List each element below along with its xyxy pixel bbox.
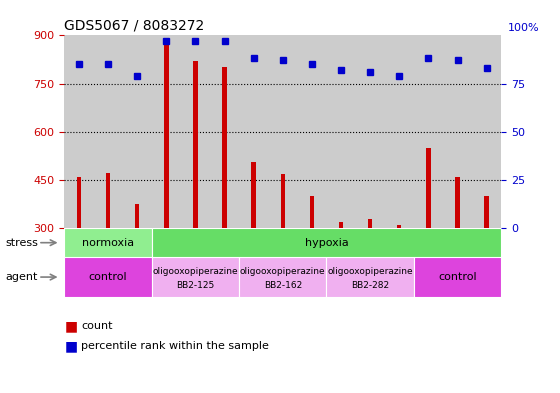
Bar — [251, 162, 256, 228]
Bar — [310, 196, 314, 228]
Bar — [239, 228, 268, 257]
Text: BB2-162: BB2-162 — [264, 281, 302, 290]
Text: control: control — [89, 272, 127, 282]
Text: 100%: 100% — [508, 22, 540, 33]
Bar — [484, 196, 489, 228]
Bar — [281, 174, 285, 228]
Bar — [64, 228, 152, 257]
Bar — [239, 257, 326, 297]
Text: GSM1169217: GSM1169217 — [278, 229, 287, 290]
Bar — [123, 35, 152, 228]
Text: GDS5067 / 8083272: GDS5067 / 8083272 — [64, 19, 204, 33]
Bar — [152, 35, 181, 228]
Bar — [268, 228, 297, 257]
Bar — [426, 148, 431, 228]
Text: ■: ■ — [64, 319, 77, 333]
Text: GSM1169207: GSM1169207 — [74, 229, 83, 290]
Bar — [297, 35, 326, 228]
Text: GSM1169220: GSM1169220 — [366, 229, 375, 289]
Bar — [356, 35, 385, 228]
Text: oligooxopiperazine: oligooxopiperazine — [153, 267, 238, 275]
Text: agent: agent — [6, 272, 38, 282]
Bar — [397, 225, 402, 228]
Text: ■: ■ — [64, 339, 77, 353]
Bar — [135, 204, 139, 228]
Bar — [414, 257, 501, 297]
Bar — [297, 228, 326, 257]
Bar — [164, 42, 169, 228]
Text: oligooxopiperazine: oligooxopiperazine — [240, 267, 325, 275]
Text: GSM1169221: GSM1169221 — [395, 229, 404, 289]
Text: GSM1169216: GSM1169216 — [249, 229, 258, 290]
Bar — [77, 176, 81, 228]
Text: stress: stress — [6, 238, 39, 248]
Text: BB2-282: BB2-282 — [351, 281, 389, 290]
Text: hypoxia: hypoxia — [305, 238, 348, 248]
Bar — [152, 228, 181, 257]
Text: percentile rank within the sample: percentile rank within the sample — [81, 341, 269, 351]
Text: GSM1169208: GSM1169208 — [104, 229, 113, 290]
Bar — [64, 35, 94, 228]
Bar — [385, 35, 414, 228]
Text: normoxia: normoxia — [82, 238, 134, 248]
Bar — [106, 173, 110, 228]
Text: GSM1169210: GSM1169210 — [424, 229, 433, 290]
Bar — [326, 35, 356, 228]
Bar — [268, 35, 297, 228]
Bar — [455, 177, 460, 228]
Text: GSM1169214: GSM1169214 — [191, 229, 200, 289]
Bar — [210, 35, 239, 228]
Text: GSM1169209: GSM1169209 — [133, 229, 142, 290]
Text: GSM1169218: GSM1169218 — [307, 229, 316, 290]
Bar — [472, 228, 501, 257]
Bar — [64, 228, 94, 257]
Bar — [326, 257, 414, 297]
Text: GSM1169212: GSM1169212 — [482, 229, 491, 289]
Bar — [152, 257, 239, 297]
Text: oligooxopiperazine: oligooxopiperazine — [328, 267, 413, 275]
Bar — [222, 68, 227, 228]
Bar — [414, 35, 443, 228]
Text: control: control — [438, 272, 477, 282]
Bar — [152, 228, 501, 257]
Bar — [443, 228, 472, 257]
Text: GSM1169213: GSM1169213 — [162, 229, 171, 290]
Text: count: count — [81, 321, 113, 331]
Bar — [193, 61, 198, 228]
Bar — [210, 228, 239, 257]
Bar — [326, 228, 356, 257]
Bar — [472, 35, 501, 228]
Bar — [181, 228, 210, 257]
Bar — [414, 228, 443, 257]
Bar — [123, 228, 152, 257]
Text: GSM1169211: GSM1169211 — [453, 229, 462, 290]
Bar — [64, 257, 152, 297]
Bar — [94, 228, 123, 257]
Bar — [94, 35, 123, 228]
Text: BB2-125: BB2-125 — [176, 281, 214, 290]
Bar — [181, 35, 210, 228]
Bar — [356, 228, 385, 257]
Text: GSM1169215: GSM1169215 — [220, 229, 229, 290]
Bar — [339, 222, 343, 228]
Bar — [443, 35, 472, 228]
Bar — [368, 219, 372, 228]
Text: GSM1169219: GSM1169219 — [337, 229, 346, 290]
Bar — [385, 228, 414, 257]
Bar — [239, 35, 268, 228]
